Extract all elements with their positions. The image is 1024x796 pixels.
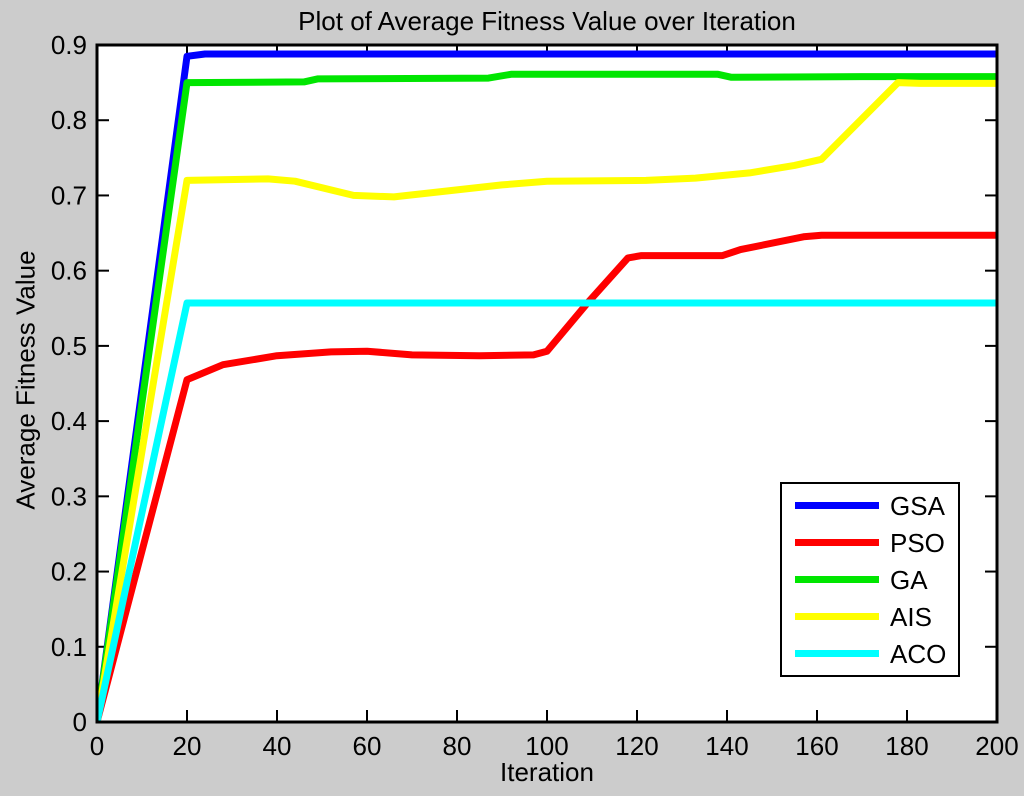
legend-label: PSO — [890, 527, 945, 558]
series-lines — [96, 50, 997, 723]
legend-item-ais: AIS — [782, 598, 958, 635]
legend-label: AIS — [890, 601, 932, 632]
x-tick-label: 60 — [353, 731, 382, 761]
legend-item-pso: PSO — [782, 524, 958, 561]
legend-swatch-gsa — [795, 502, 879, 509]
y-tick-label: 0.8 — [51, 105, 87, 135]
x-tick-label: 100 — [525, 731, 568, 761]
legend-swatch-ga — [795, 576, 879, 583]
x-tick-label: 200 — [975, 731, 1018, 761]
y-tick-label: 0.2 — [51, 557, 87, 587]
legend-swatch-ais — [795, 613, 879, 620]
y-tick-label: 0 — [73, 707, 87, 737]
y-tick-label: 0.1 — [51, 632, 87, 662]
axes-border — [95, 43, 999, 724]
legend-label: GSA — [890, 490, 945, 521]
legend-swatch-pso — [795, 539, 879, 546]
y-tick-label: 0.6 — [51, 256, 87, 286]
x-tick-label: 0 — [90, 731, 104, 761]
legend-item-aco: ACO — [782, 635, 958, 672]
chart-title: Plot of Average Fitness Value over Itera… — [298, 6, 796, 36]
legend-item-ga: GA — [782, 561, 958, 598]
x-tick-label: 40 — [263, 731, 292, 761]
series-line-ga — [96, 70, 997, 723]
x-tick-label: 80 — [443, 731, 472, 761]
y-axis-label: Average Fitness Value — [10, 250, 41, 510]
legend-item-gsa: GSA — [782, 487, 958, 524]
y-tick-label: 0.4 — [51, 406, 87, 436]
x-tick-label: 140 — [705, 731, 748, 761]
y-tick-label: 0.7 — [51, 180, 87, 210]
series-line-ais — [96, 79, 997, 723]
x-tick-label: 180 — [885, 731, 928, 761]
y-tick-label: 0.5 — [51, 331, 87, 361]
tick-labels: 0 20 40 60 80 100 120 140 160 180 200 0 0.1 0.2 0.3 0.4… — [51, 30, 1019, 761]
legend-label: ACO — [890, 638, 947, 669]
legend-label: GA — [890, 564, 928, 595]
y-tick-label: 0.9 — [51, 30, 87, 60]
legend-box: GSA PSO GA AIS ACO — [780, 482, 960, 677]
x-axis-label: Iteration — [500, 757, 594, 787]
series-line-pso — [96, 231, 997, 723]
series-line-aco — [96, 299, 997, 723]
x-tick-label: 20 — [173, 731, 202, 761]
x-tick-label: 160 — [795, 731, 838, 761]
legend-swatch-aco — [795, 650, 879, 657]
y-tick-label: 0.3 — [51, 481, 87, 511]
x-tick-label: 120 — [615, 731, 658, 761]
